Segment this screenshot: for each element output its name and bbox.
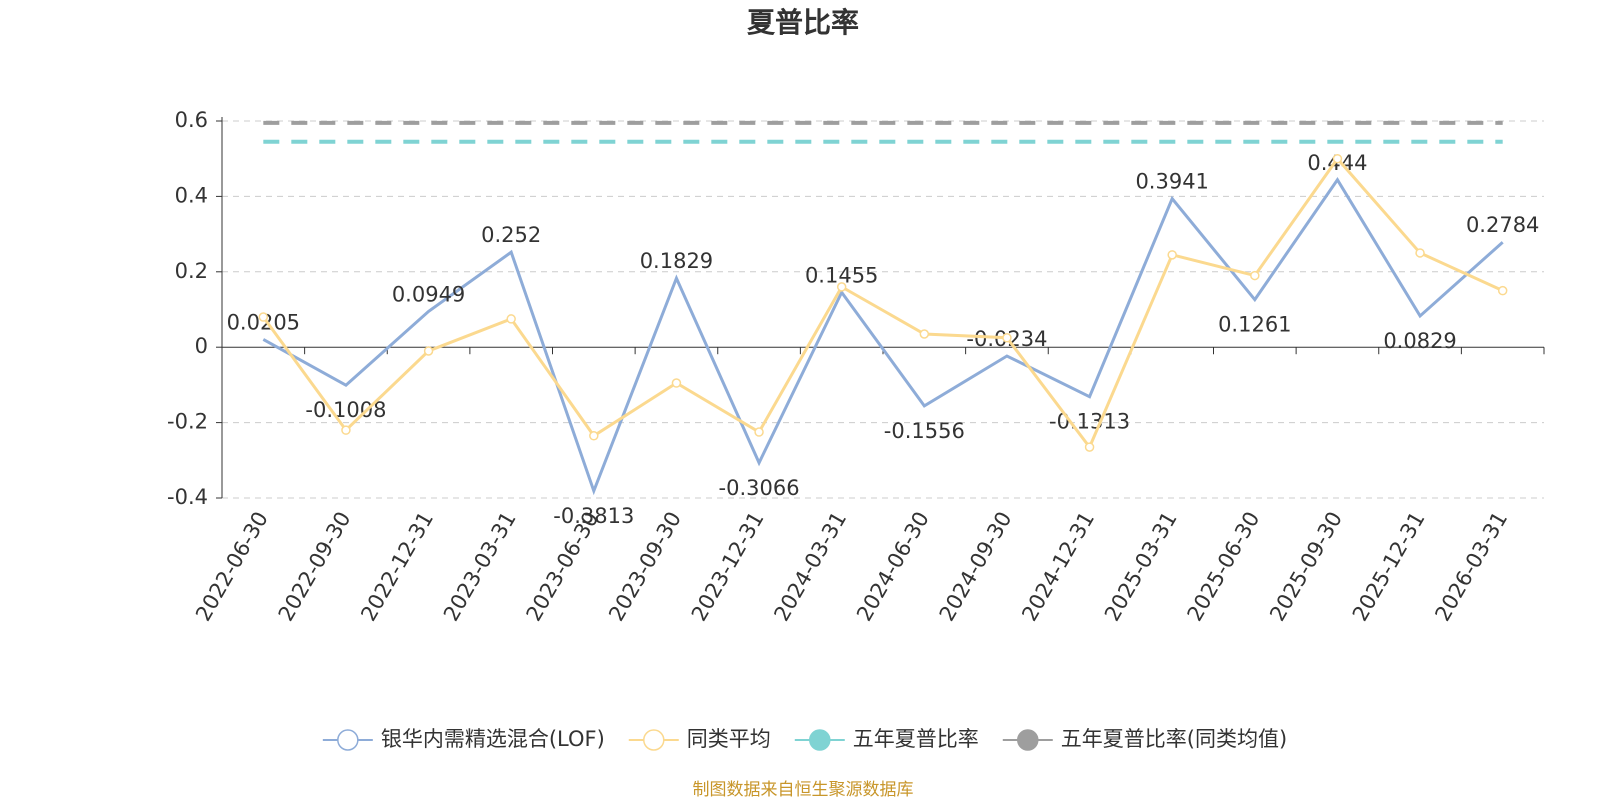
point [258,312,269,322]
point [671,378,682,388]
data-label: -0.3066 [719,476,800,500]
series-line [262,177,1504,496]
data-label: -0.1313 [1049,410,1130,434]
x-tick-label: 2025-12-31 [1348,508,1430,626]
x-tick-label: 2022-09-30 [274,508,356,626]
x-tick-label: 2026-03-31 [1430,508,1512,626]
y-tick-label: 0.4 [175,183,208,207]
legend-item: 银华内需精选混合(LOF) [322,727,605,751]
legend-marker [1017,729,1039,751]
point [1332,153,1343,164]
data-label: 0.3941 [1135,170,1208,194]
legend-label: 同类平均 [687,727,771,751]
data-label: 0.252 [481,223,541,247]
point [919,329,930,339]
point [836,282,847,292]
x-tick-label: 2023-12-31 [687,508,769,626]
chart-title: 夏普比率 [747,6,859,39]
point [589,431,599,441]
point [506,314,516,324]
point [341,425,351,435]
legend-marker [643,729,665,751]
x-tick-label: 2022-06-30 [191,508,273,626]
data-label: 0.1829 [640,249,713,273]
y-tick-label: -0.2 [167,410,208,434]
legend-label: 五年夏普比率 [853,727,979,751]
point [1002,333,1012,343]
x-tick-label: 2024-12-31 [1017,508,1099,626]
legend-item: 同类平均 [628,727,771,751]
data-label: 0.0829 [1383,329,1456,353]
x-tick-label: 2025-03-31 [1100,508,1182,626]
point [1497,285,1508,296]
data-label: 0.0949 [392,282,465,306]
point [1084,442,1095,452]
point [1250,270,1260,281]
legend-item: 五年夏普比率 [794,727,979,751]
y-tick-label: 0 [195,334,208,358]
y-tick-label: 0.2 [175,259,208,283]
legend: 银华内需精选混合(LOF) 同类平均 五年夏普比率 五年夏普比率(同类均值) [322,727,1287,751]
point [754,427,764,437]
x-tick-label: 2025-06-30 [1183,508,1265,626]
legend-marker [809,729,831,751]
point [1167,250,1177,260]
data-label: 0.1261 [1218,313,1291,337]
x-tick-label: 2024-09-30 [935,508,1017,626]
x-tick-label: 2024-03-31 [769,508,851,626]
x-tick-label: 2022-12-31 [356,508,438,626]
point [1415,248,1425,258]
legend-label: 五年夏普比率(同类均值) [1061,727,1287,751]
x-tick-label: 2024-06-30 [852,508,934,626]
y-tick-label: 0.6 [175,108,208,132]
data-label: -0.3813 [553,504,634,528]
legend-marker [337,729,359,751]
series-line [262,156,1504,451]
legend-label: 银华内需精选混合(LOF) [381,727,605,751]
y-tick-label: -0.4 [167,485,208,509]
data-label: 0.2784 [1466,213,1539,237]
source-note: 制图数据来自恒生聚源数据库 [693,780,914,800]
point [423,346,434,356]
x-tick-label: 2023-03-31 [439,508,521,626]
data-label: -0.1556 [884,419,965,443]
x-tick-label: 2025-09-30 [1265,508,1347,626]
legend-item: 五年夏普比率(同类均值) [1002,727,1287,751]
